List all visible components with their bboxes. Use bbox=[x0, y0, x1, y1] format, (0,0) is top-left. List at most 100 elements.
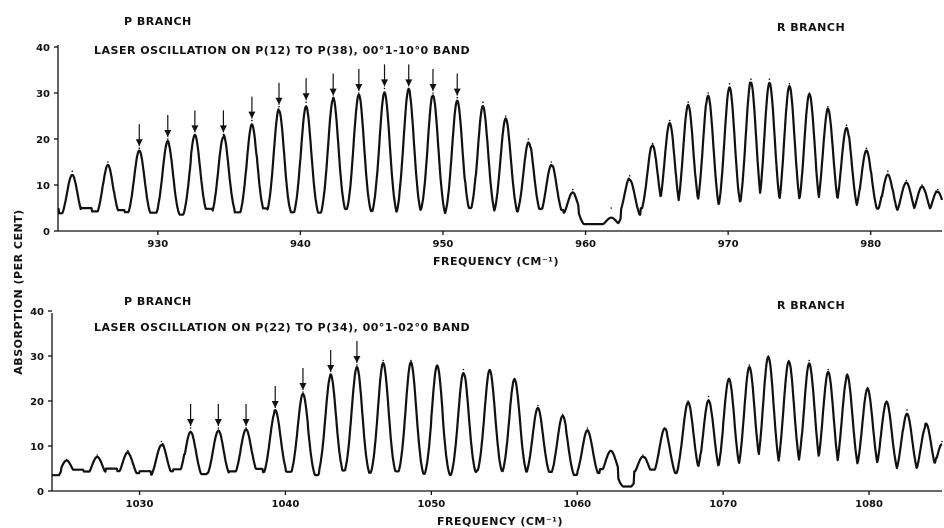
peak-point bbox=[748, 364, 751, 366]
bottom-r-branch-label: R BRANCH bbox=[777, 299, 845, 312]
peak-point bbox=[887, 170, 889, 172]
peak-point bbox=[160, 440, 163, 443]
peak-point bbox=[610, 449, 612, 452]
peak-point bbox=[651, 142, 654, 145]
peak-point bbox=[482, 101, 484, 103]
peak-point bbox=[808, 359, 811, 362]
peak-point bbox=[663, 427, 666, 429]
y-tick-label: 20 bbox=[30, 397, 44, 408]
peak-point bbox=[788, 359, 790, 362]
peak-point bbox=[668, 119, 671, 122]
peak-point bbox=[217, 427, 220, 429]
x-tick-label: 1030 bbox=[126, 499, 154, 510]
peak-point bbox=[107, 161, 109, 163]
laser-line-arrow bbox=[248, 96, 256, 119]
laser-line-arrow bbox=[135, 124, 143, 147]
peak-point bbox=[358, 92, 360, 94]
y-tick-label: 10 bbox=[36, 181, 50, 192]
laser-line-arrow bbox=[299, 368, 307, 390]
peak-point bbox=[356, 364, 358, 366]
x-tick-label: 960 bbox=[575, 239, 596, 250]
peak-point bbox=[305, 101, 307, 103]
peak-point bbox=[537, 404, 539, 407]
peak-point bbox=[251, 119, 253, 122]
top-caption: LASER OSCILLATION ON P(12) TO P(38), 00°… bbox=[94, 44, 470, 57]
peak-point bbox=[925, 422, 927, 425]
peak-point bbox=[921, 184, 923, 186]
peak-point bbox=[561, 413, 564, 416]
bottom-caption: LASER OSCILLATION ON P(22) TO P(34), 00°… bbox=[94, 321, 470, 334]
laser-line-arrow bbox=[187, 404, 195, 426]
peak-point bbox=[788, 83, 791, 85]
laser-line-arrow bbox=[355, 69, 363, 91]
absorption-series-line bbox=[51, 356, 943, 488]
peak-point bbox=[610, 207, 613, 209]
absorption-series-line bbox=[57, 81, 944, 226]
peak-point bbox=[628, 175, 631, 177]
peak-point bbox=[571, 188, 574, 191]
peak-point bbox=[513, 377, 516, 380]
peak-point bbox=[642, 454, 644, 456]
x-tick-label: 950 bbox=[433, 239, 454, 250]
bottom-panel: P BRANCH R BRANCH LASER OSCILLATION ON P… bbox=[30, 295, 943, 528]
peak-point bbox=[383, 87, 386, 90]
peak-point bbox=[728, 83, 731, 85]
peak-point bbox=[274, 409, 277, 411]
top-x-axis-label: FREQUENCY (CM⁻¹) bbox=[433, 255, 559, 268]
x-tick-label: 1040 bbox=[272, 499, 300, 510]
peak-point bbox=[127, 449, 129, 452]
y-tick-label: 30 bbox=[36, 89, 50, 100]
peak-point bbox=[866, 386, 869, 389]
peak-point bbox=[906, 409, 908, 411]
peak-point bbox=[707, 395, 710, 398]
peak-point bbox=[382, 359, 384, 362]
laser-line-arrow bbox=[214, 404, 222, 426]
bottom-x-axis-label: FREQUENCY (CM⁻¹) bbox=[437, 515, 563, 528]
peak-point bbox=[527, 138, 530, 140]
x-tick-label: 1050 bbox=[417, 499, 445, 510]
peak-point bbox=[138, 147, 141, 149]
peak-point bbox=[65, 458, 68, 461]
laser-line-arrow bbox=[329, 73, 337, 96]
peak-point bbox=[936, 188, 939, 191]
x-tick-label: 930 bbox=[147, 239, 168, 250]
peak-point bbox=[865, 147, 868, 149]
peak-point bbox=[71, 170, 74, 172]
peak-point bbox=[687, 101, 690, 103]
peak-point bbox=[456, 96, 459, 99]
top-r-branch-label: R BRANCH bbox=[777, 21, 845, 34]
x-tick-label: 970 bbox=[718, 239, 739, 250]
peak-point bbox=[827, 368, 829, 371]
peak-point bbox=[885, 400, 888, 402]
peak-point bbox=[194, 133, 196, 136]
x-tick-label: 1070 bbox=[709, 499, 737, 510]
laser-line-arrow bbox=[219, 110, 227, 133]
top-p-branch-label: P BRANCH bbox=[124, 15, 192, 28]
peak-point bbox=[96, 454, 99, 456]
x-tick-label: 940 bbox=[290, 239, 311, 250]
peak-point bbox=[329, 373, 332, 375]
peak-point bbox=[767, 355, 770, 357]
peak-point bbox=[462, 368, 465, 371]
x-tick-label: 980 bbox=[860, 239, 881, 250]
peak-point bbox=[750, 78, 752, 80]
bottom-p-branch-label: P BRANCH bbox=[124, 295, 192, 308]
peak-point bbox=[550, 161, 553, 163]
peak-point bbox=[302, 391, 304, 393]
peak-point bbox=[504, 115, 507, 117]
laser-line-arrow bbox=[429, 69, 437, 91]
laser-line-arrow bbox=[242, 404, 250, 426]
laser-line-arrow bbox=[405, 64, 413, 87]
peak-point bbox=[278, 106, 280, 108]
peak-point bbox=[846, 373, 848, 375]
y-axis-label: ABSORPTION (PER CENT) bbox=[12, 209, 25, 374]
laser-line-arrow bbox=[275, 82, 283, 105]
y-tick-label: 0 bbox=[43, 227, 50, 238]
peak-point bbox=[808, 92, 811, 94]
peak-point bbox=[222, 133, 225, 136]
y-tick-label: 10 bbox=[30, 442, 44, 453]
laser-line-arrow bbox=[381, 64, 389, 87]
peak-point bbox=[436, 364, 438, 366]
laser-line-arrow bbox=[327, 350, 335, 372]
